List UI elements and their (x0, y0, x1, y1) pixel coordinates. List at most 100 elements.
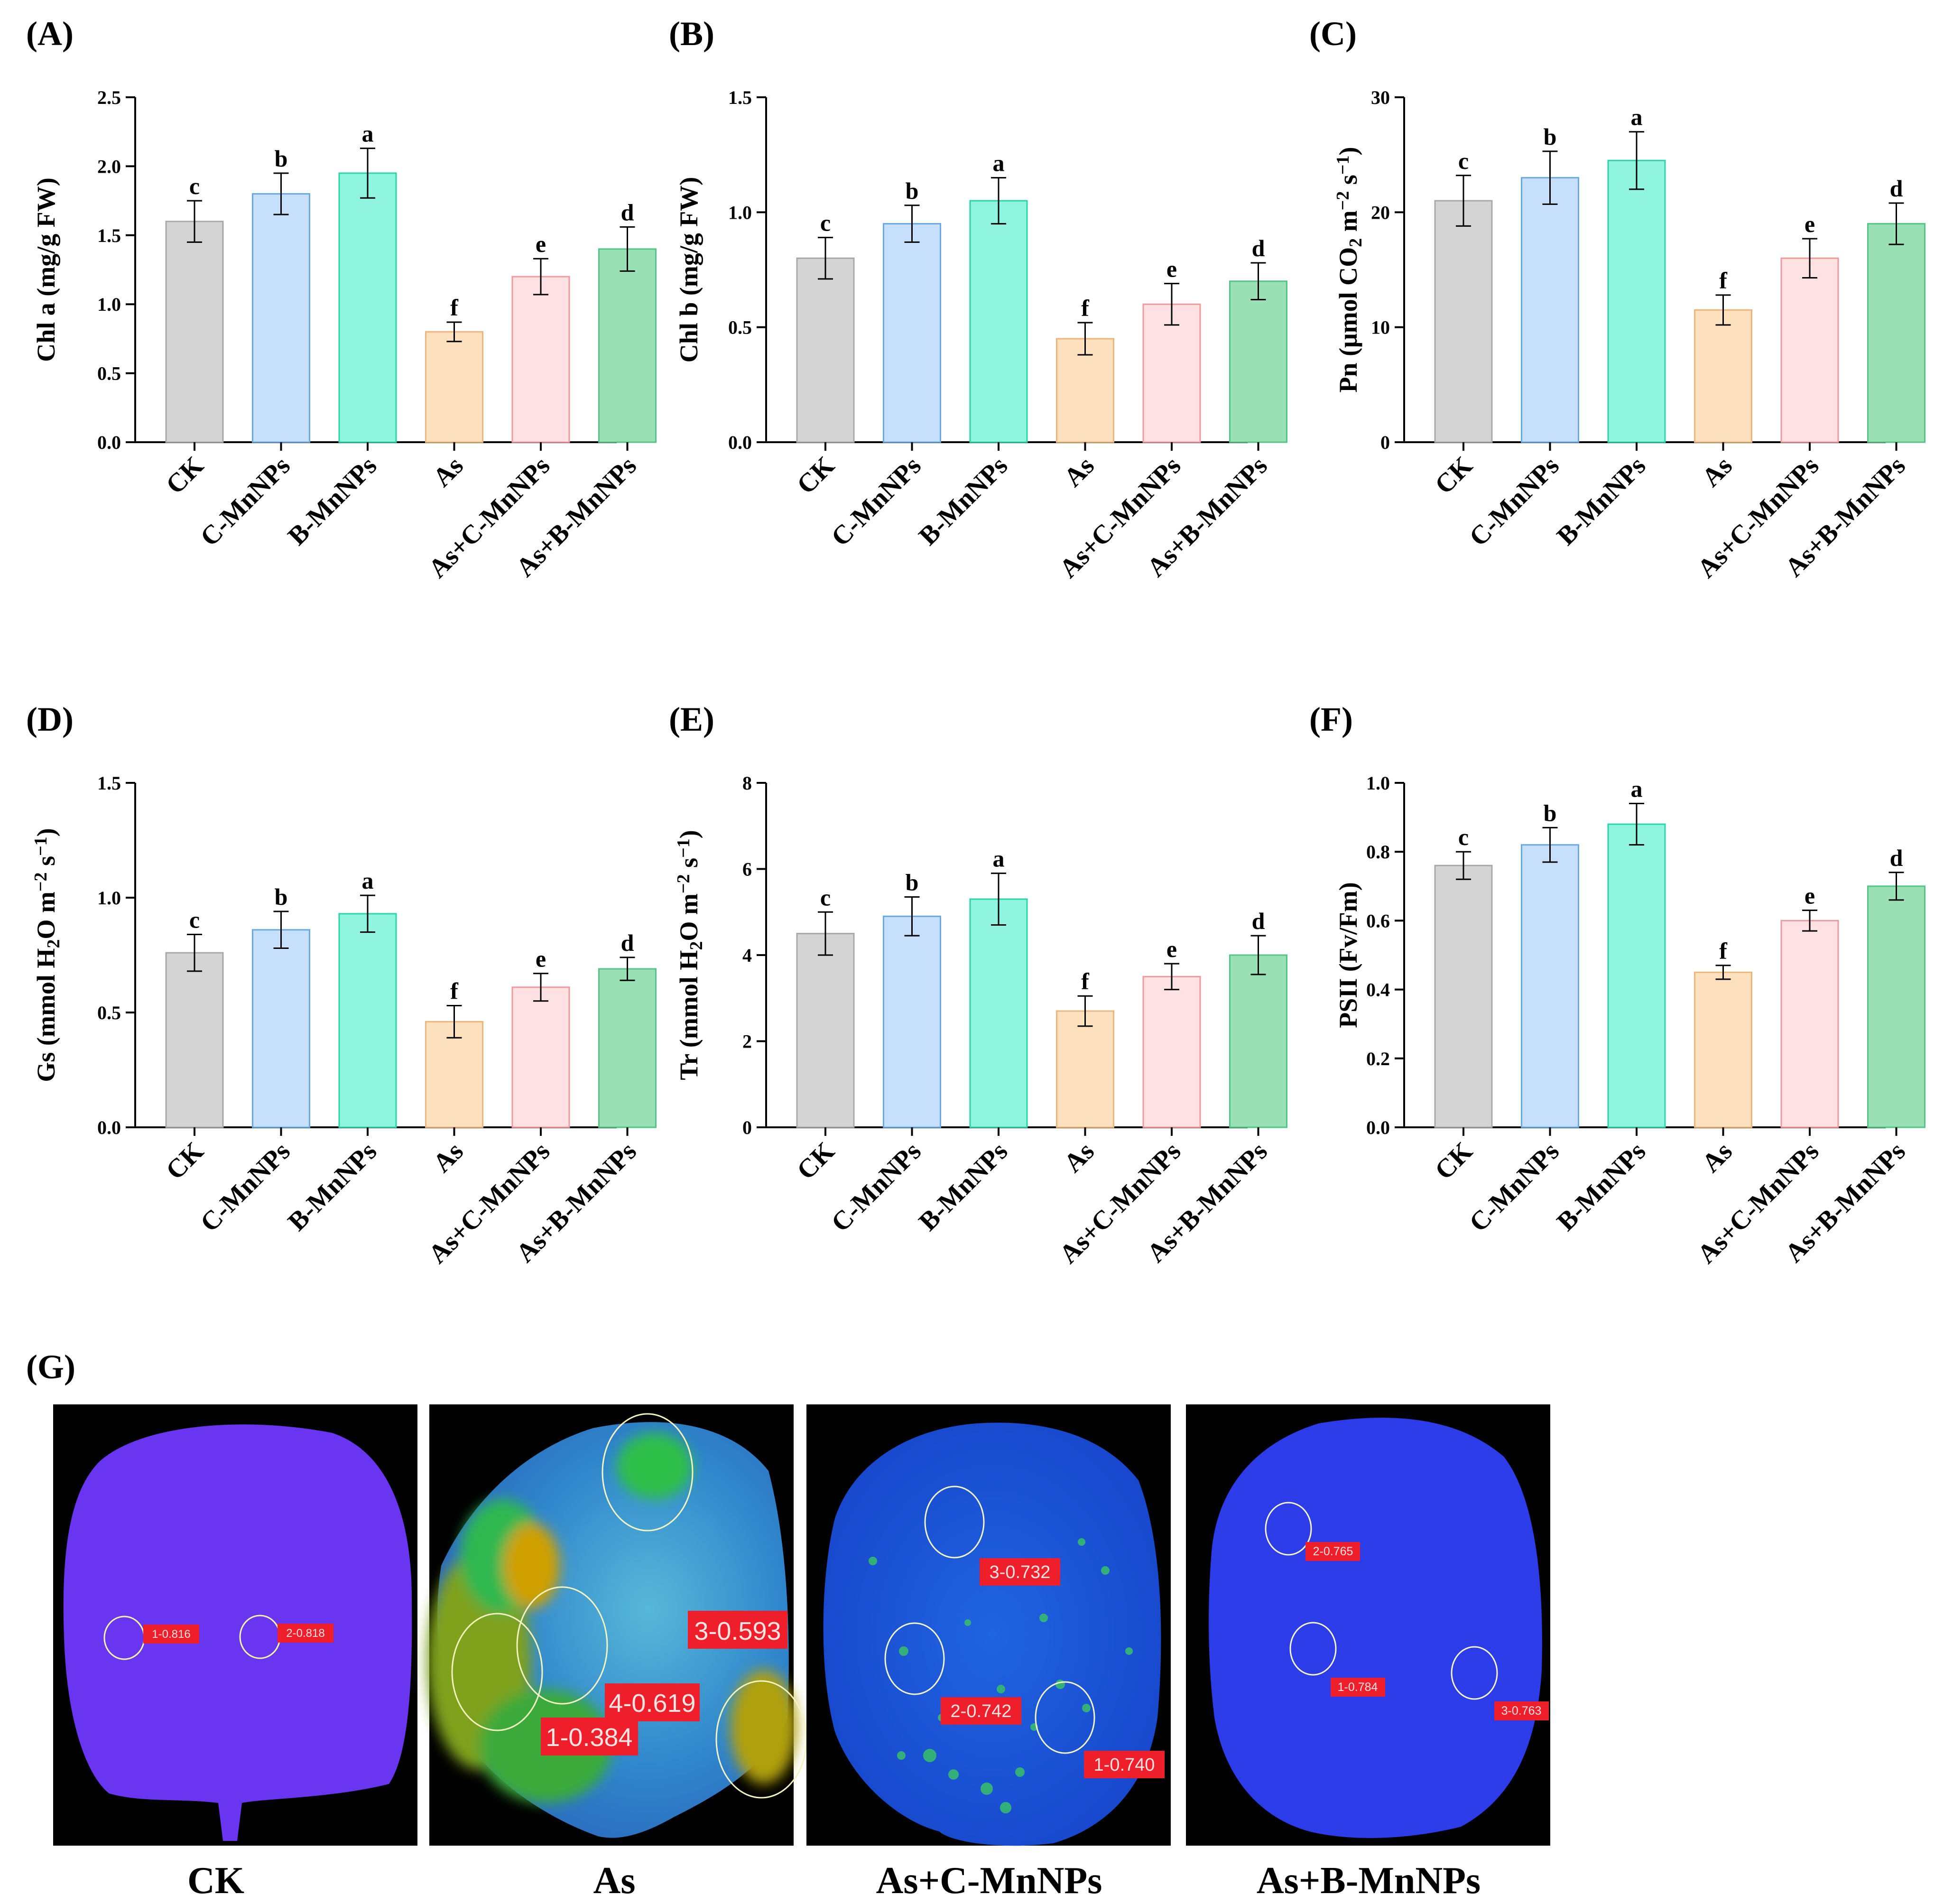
roi-readout: 1-0.784 (1338, 1681, 1378, 1694)
significance-letter: f (450, 294, 459, 321)
category-label: B-MnNPs (1551, 451, 1651, 551)
y-axis-label: Chl a (mg/g FW) (32, 177, 60, 362)
bar (883, 223, 941, 443)
bar (1521, 177, 1579, 443)
category-label: CK (1429, 451, 1479, 500)
significance-letter: c (189, 906, 200, 933)
chart-panel-c: (C) 0 10 20 30 Pn (μmol CO2 m−2 s−1) c CK b C-MnN… (1309, 15, 1925, 584)
significance-letter: e (536, 946, 546, 972)
y-tick-label: 0.6 (1366, 910, 1390, 931)
significance-letter: a (1631, 776, 1643, 802)
panel-letter: (D) (26, 700, 74, 738)
category-label: C-MnNPs (825, 1136, 926, 1237)
y-tick-label: 1.0 (97, 887, 121, 909)
bar (1867, 223, 1925, 443)
bar (338, 913, 397, 1128)
roi-circle (1289, 1622, 1337, 1676)
category-label: CK (791, 451, 841, 500)
bar (1607, 823, 1666, 1128)
y-tick-label: 0.5 (728, 317, 752, 338)
y-tick-label: 0.2 (1366, 1048, 1390, 1069)
bar (511, 276, 570, 443)
significance-letter: e (1166, 256, 1177, 282)
significance-letter: e (1166, 936, 1177, 962)
y-tick-label: 0 (1380, 432, 1390, 453)
image-label: As+C-MnNPs (876, 1860, 1102, 1902)
significance-letter: b (275, 145, 288, 172)
chart-panel-f: (F) 0.0 0.2 0.4 0.6 0.8 1.0 PSII (Fv/Fm) c CK b C-M… (1309, 700, 1925, 1269)
bar (252, 193, 310, 443)
bar (425, 331, 483, 443)
category-label: CK (791, 1136, 841, 1186)
y-tick-label: 2.0 (97, 156, 121, 177)
significance-letter: c (820, 884, 831, 910)
panel-letter: (C) (1309, 15, 1357, 53)
significance-letter: f (1719, 267, 1728, 294)
bar (1434, 864, 1493, 1128)
readout-box (278, 1624, 333, 1643)
panel-letter: (A) (26, 15, 74, 53)
y-tick-label: 0.5 (97, 1002, 121, 1023)
chart-panel-a: (A) 0.0 0.5 1.0 1.5 2.0 2.5 Chl a (mg/g FW) c CK b… (26, 15, 657, 584)
bar (969, 200, 1028, 443)
significance-letter: f (450, 977, 459, 1004)
bar (1056, 1010, 1114, 1128)
significance-letter: d (1252, 235, 1265, 261)
readout-box (1331, 1678, 1385, 1697)
roi-readout: 2-0.742 (951, 1701, 1012, 1721)
significance-letter: f (1081, 295, 1090, 321)
readout-box (1305, 1542, 1360, 1561)
panel-letter: (B) (669, 15, 714, 53)
category-label: As (1058, 451, 1100, 492)
roi-readout: 1-0.740 (1094, 1755, 1155, 1775)
significance-letter: b (275, 883, 288, 910)
roi-circle (451, 1613, 543, 1731)
chart-panel-b: (B) 0.0 0.5 1.0 1.5 Chl b (mg/g FW) c CK b C-MnNP… (669, 15, 1287, 584)
y-tick-label: 30 (1371, 87, 1390, 108)
significance-letter: b (1544, 799, 1557, 826)
roi-readout: 2-0.818 (286, 1627, 324, 1640)
category-label: B-MnNPs (282, 1136, 382, 1236)
y-tick-label: 20 (1371, 202, 1390, 223)
panel-letter-g: (G) (26, 1348, 75, 1386)
significance-letter: c (1458, 148, 1469, 174)
bar (1521, 844, 1579, 1128)
readout-box (941, 1697, 1021, 1725)
leaf-image-as: 3-0.593 4-0.619 1-0.384 As (427, 1404, 807, 1902)
y-tick-label: 2 (742, 1031, 752, 1052)
y-tick-label: 2.5 (97, 87, 121, 108)
y-tick-label: 1.5 (97, 225, 121, 246)
bar (796, 933, 855, 1128)
category-label: B-MnNPs (282, 451, 382, 551)
roi-circle (602, 1413, 694, 1532)
category-label: C-MnNPs (1463, 1136, 1564, 1237)
category-label: C-MnNPs (194, 1136, 296, 1237)
y-tick-label: 1.0 (1366, 772, 1390, 794)
category-label: B-MnNPs (1551, 1136, 1651, 1236)
y-tick-label: 10 (1371, 317, 1390, 338)
bar (1142, 975, 1201, 1128)
bar (796, 257, 855, 443)
significance-letter: a (993, 150, 1005, 176)
bar (252, 929, 310, 1128)
y-tick-label: 1.5 (97, 772, 121, 794)
y-axis-label: Tr (mmol H2O m−2 s−1) (674, 830, 706, 1080)
chart-panel-e: (E) 0 2 4 6 8 Tr (mmol H2O m−2 s−1) c CK b C-MnNPs… (669, 700, 1287, 1269)
category-label: As (427, 451, 469, 492)
significance-letter: b (1544, 123, 1557, 150)
category-label: C-MnNPs (825, 451, 926, 552)
significance-letter: d (1252, 908, 1265, 934)
roi-readout: 4-0.619 (609, 1689, 695, 1718)
y-tick-label: 0.0 (1366, 1117, 1390, 1138)
leaf-image-ck: 1-0.816 2-0.818 CK (53, 1404, 417, 1902)
category-label: CK (160, 1136, 210, 1186)
y-tick-label: 8 (742, 772, 752, 794)
leaf-shape (823, 1422, 1161, 1846)
readout-box (688, 1611, 787, 1649)
roi-circle (1451, 1646, 1498, 1700)
significance-letter: d (621, 199, 634, 225)
leaf-image-as-c-mnnps: 3-0.732 2-0.742 1-0.740 As+C-MnNPs (806, 1404, 1171, 1902)
roi-circle (924, 1486, 985, 1559)
significance-letter: c (820, 210, 831, 236)
